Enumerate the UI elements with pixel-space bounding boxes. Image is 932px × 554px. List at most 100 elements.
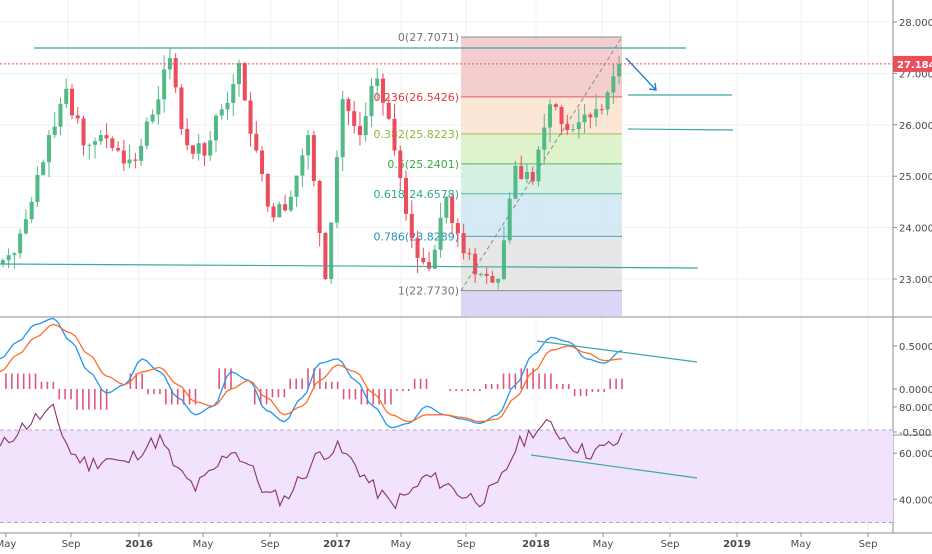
candle-body [334,157,339,223]
candle-body [144,121,149,146]
candle-body [46,135,51,163]
x-axis-label: May [593,539,614,550]
candle-body [599,109,604,111]
candle-body [311,135,316,181]
candle-body [427,262,432,269]
x-axis-label: Sep [62,539,81,550]
candle-body [196,143,201,154]
x-axis-label: 2016 [125,539,153,550]
fib-level-label: 0.382(25.8223) [373,128,459,141]
candle-body [340,99,345,158]
candle-body [438,217,443,250]
fib-zone [461,290,622,316]
price-axis-label: 27.0000 [899,69,932,80]
candle-body [363,116,368,136]
candle-body [317,180,322,233]
x-axis-label: 2017 [323,539,351,550]
candle-body [398,150,403,178]
macd-signal-line [0,323,623,423]
rsi-divergence-line [530,454,698,479]
candle-body [461,233,466,254]
candle-body [277,204,282,218]
candle-body [605,92,610,110]
candle-body [306,135,311,156]
candle-body [35,174,40,202]
candle-body [208,140,213,156]
candle-body [473,253,478,275]
candle-body [41,162,46,175]
candle-body [409,213,414,238]
candle-body [571,129,576,131]
candle-body [260,150,265,175]
candle-body [162,69,167,100]
last-price-label: 27.1844 [897,60,932,71]
candle-body [415,237,420,258]
candle-body [450,196,455,224]
fib-zone [461,163,622,194]
target-line-2 [627,128,734,131]
candle-body [75,115,80,119]
candle-body [185,128,190,146]
candle-body [0,260,5,264]
macd-axis-label: 0.5000 [899,342,932,353]
price-axis-label: 26.0000 [899,121,932,132]
candle-body [23,219,28,234]
x-axis-label: Sep [457,539,476,550]
price-axis-label: 25.0000 [899,172,932,183]
candle-body [87,144,92,146]
price-axis-label: 24.0000 [899,224,932,235]
candle-body [93,141,98,145]
candle-body [582,114,587,123]
fib-level-label: 0.618(24.6578) [373,188,459,201]
candle-body [81,118,86,146]
fib-level-label: 0.786(23.8289) [373,230,459,243]
candle-body [519,165,524,179]
candle-body [392,118,397,151]
last-price-badge [893,55,932,72]
candle-body [559,107,564,125]
candle-body [29,201,34,220]
x-axis-label: Sep [661,539,680,550]
fib-zone [461,133,622,164]
candle-body [213,115,218,141]
candle-body [179,87,184,129]
fib-level-label: 0.5(25.2401) [387,158,459,171]
rsi-band [0,430,893,523]
candle-body [588,114,593,118]
candle-body [386,102,391,119]
candle-body [18,233,23,254]
candle-body [507,198,512,241]
candle-body [236,63,242,85]
candle-body [380,78,386,103]
candle-body [6,255,11,261]
candle-body [98,135,103,142]
candle-body [617,64,622,77]
candle-body [524,172,529,179]
candle-body [478,273,483,275]
candle-body [484,273,489,276]
candle-body [104,135,109,139]
candle-body [496,279,501,283]
candle-body [225,102,230,110]
candle-body [231,84,236,103]
candle-body [133,159,138,161]
macd-axis-label: -0.5000 [899,428,932,439]
candle-body [375,78,380,86]
candle-body [288,196,293,211]
rsi-axis-label: 40.0000 [899,495,932,506]
candle-body [323,232,328,279]
candle-body [346,99,351,112]
x-axis-label: Sep [859,539,878,550]
candle-body [110,138,115,148]
forecast-arrow [625,57,656,90]
candle-body [513,165,518,199]
candle-body [444,196,449,218]
candle-body [150,114,155,122]
candle-body [352,111,357,126]
candle-body [294,175,299,197]
candle-body [547,104,553,128]
candle-body [265,174,270,207]
candle-body [127,159,132,164]
candle-body [357,125,362,136]
